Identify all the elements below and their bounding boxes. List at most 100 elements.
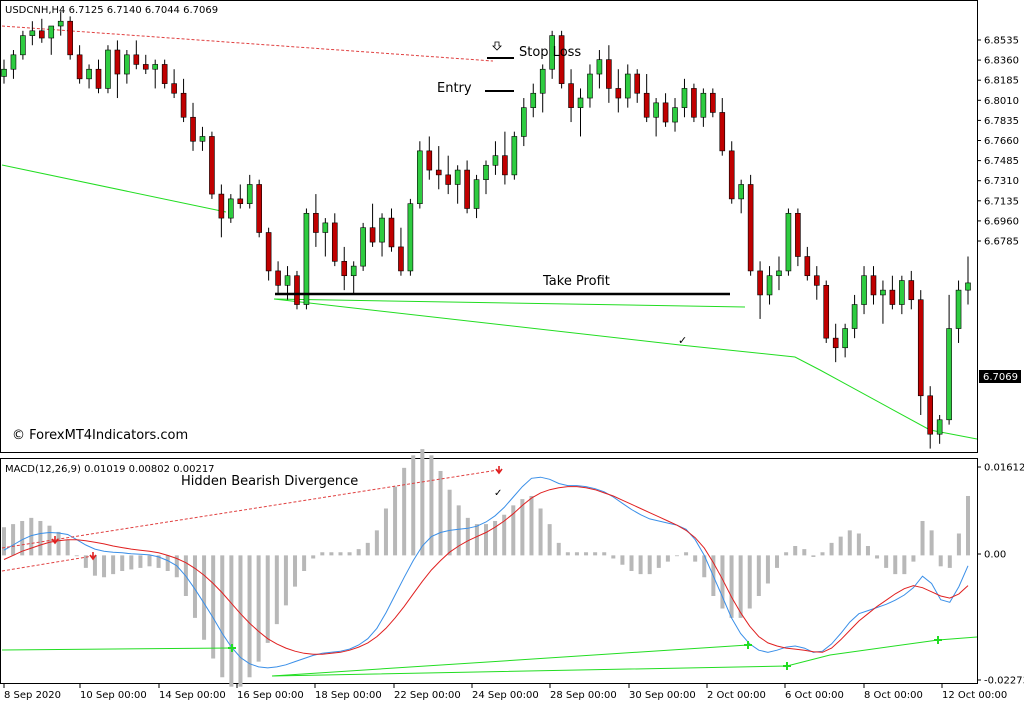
x-tick-label: 18 Sep 00:00 — [315, 690, 382, 701]
candle — [832, 323, 839, 363]
y-tick: 6.8010 — [977, 96, 1019, 107]
histogram-bar — [465, 517, 470, 556]
candle — [738, 179, 744, 214]
histogram-bar — [211, 555, 216, 659]
check-mark-icon: ✓ — [494, 488, 502, 499]
candle — [653, 98, 659, 137]
candle — [917, 290, 924, 415]
candle — [331, 213, 338, 267]
candle — [804, 246, 811, 281]
histogram-bar — [420, 449, 425, 556]
x-tick-label: 6 Oct 00:00 — [785, 690, 844, 701]
candle — [662, 93, 669, 127]
histogram-bar — [720, 555, 725, 609]
macd-green-line-1 — [1, 647, 233, 651]
y-tick: 6.7660 — [977, 136, 1019, 147]
histogram-bar — [674, 555, 679, 557]
y-tick: 6.7485 — [977, 156, 1019, 167]
candle — [615, 69, 622, 113]
candle — [936, 414, 943, 444]
histogram-bar — [92, 555, 97, 576]
histogram-bar — [884, 555, 889, 568]
down-arrow-icon — [492, 41, 502, 51]
candle — [757, 261, 763, 319]
histogram-bar — [111, 555, 116, 575]
histogram-bar — [474, 524, 479, 556]
candle — [596, 50, 603, 89]
y-tick-label: 6.8185 — [984, 76, 1019, 87]
histogram-bar — [493, 520, 498, 556]
histogram-bar — [929, 530, 934, 556]
histogram-bar — [647, 555, 652, 575]
green-star-icon — [744, 641, 752, 649]
histogram-bar — [429, 455, 434, 556]
histogram-bar — [220, 555, 225, 678]
candle — [105, 45, 111, 94]
histogram-bar — [2, 527, 6, 556]
candle — [199, 126, 206, 151]
candles-group — [1, 11, 971, 449]
x-tick: 10 Sep 00:00 — [79, 684, 147, 701]
x-tick-label: 22 Sep 00:00 — [394, 690, 461, 701]
x-tick: 22 Sep 00:00 — [393, 684, 461, 701]
histogram-bar — [920, 520, 925, 556]
green-star-icon — [934, 636, 942, 644]
histogram-bar — [102, 555, 107, 578]
y-tick: 6.7310 — [977, 176, 1019, 187]
histogram-bar — [702, 555, 707, 578]
y-tick: 6.8535 — [977, 36, 1019, 47]
histogram-bar — [338, 552, 343, 556]
histogram-bar — [347, 552, 352, 556]
histogram-bar — [893, 555, 898, 575]
candle — [634, 69, 641, 103]
candle — [67, 16, 73, 60]
histogram-bar — [165, 555, 170, 571]
histogram-bar — [20, 520, 25, 556]
candle — [171, 69, 177, 99]
histogram-bar — [775, 555, 780, 568]
candle — [719, 98, 726, 156]
current-price-label: 6.7069 — [983, 372, 1018, 383]
x-tick: 14 Sep 00:00 — [158, 684, 226, 701]
histogram-bar — [756, 555, 761, 597]
dotted-resistance-line — [1, 25, 494, 62]
entry-label: Entry — [437, 81, 472, 96]
histogram-bar — [302, 555, 307, 571]
histogram-bar — [593, 552, 598, 556]
red-arrow-icon — [89, 552, 97, 561]
histogram-bar — [547, 524, 552, 556]
histogram-bar — [192, 555, 197, 618]
candle — [587, 64, 593, 108]
y-tick: 6.6785 — [977, 237, 1019, 248]
candle — [870, 266, 877, 305]
histogram-bar — [838, 536, 843, 556]
price-y-axis: 6.8535 6.8360 6.8185 6.8010 6.7835 6.7660 6.74… — [977, 36, 1019, 248]
histogram-bar — [693, 555, 698, 562]
candle — [275, 261, 281, 295]
candle — [606, 45, 612, 103]
x-tick: 6 Oct 00:00 — [784, 684, 844, 701]
check-mark-icon: ✓ — [678, 334, 687, 347]
histogram-bar — [120, 555, 125, 571]
histogram-bar — [820, 552, 825, 556]
x-tick-label: 28 Sep 00:00 — [550, 690, 617, 701]
histogram-bar — [584, 552, 589, 556]
candle — [946, 294, 952, 425]
histogram-bar — [129, 555, 134, 570]
histogram-bar — [556, 542, 561, 556]
histogram-bar — [947, 555, 952, 568]
candle — [908, 270, 915, 310]
histogram-bar — [484, 524, 488, 556]
histogram-bar — [83, 555, 88, 568]
histogram-bar — [393, 486, 398, 556]
candle — [313, 194, 319, 247]
candle — [228, 194, 234, 223]
red-arrow-icon — [51, 536, 59, 545]
histogram-bar — [565, 552, 570, 556]
histogram-bar — [729, 555, 734, 618]
candle — [776, 256, 782, 291]
signal-line — [3, 486, 969, 655]
dotted-divergence-line-2 — [1, 555, 94, 572]
